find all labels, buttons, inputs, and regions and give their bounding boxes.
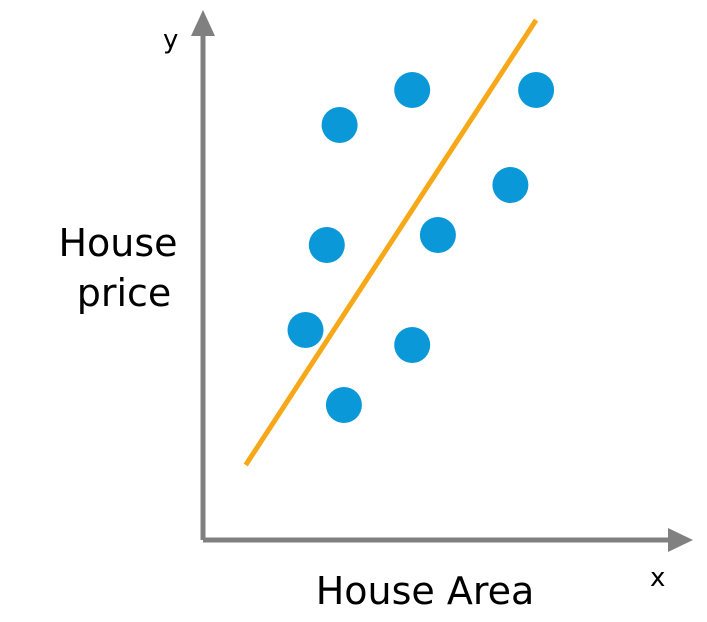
data-point-3	[518, 72, 555, 108]
axes	[191, 10, 693, 552]
data-point-6	[419, 217, 456, 253]
data-points	[287, 72, 555, 423]
data-point-1	[321, 107, 358, 143]
y-axis-label-line-2: price	[77, 271, 172, 315]
y-axis-letter: y	[163, 25, 178, 55]
data-point-8	[394, 327, 431, 363]
data-point-9	[325, 387, 362, 423]
data-point-4	[492, 167, 529, 203]
y-axis-arrowhead	[191, 10, 215, 36]
data-point-2	[394, 72, 431, 108]
data-point-5	[308, 227, 345, 263]
y-axis-label-line-1: House	[58, 221, 177, 265]
x-axis-letter: x	[650, 563, 665, 593]
data-point-7	[287, 312, 324, 348]
regression-line	[243, 18, 539, 467]
x-axis-arrowhead	[668, 528, 693, 552]
x-axis-label: House Area	[316, 569, 535, 613]
